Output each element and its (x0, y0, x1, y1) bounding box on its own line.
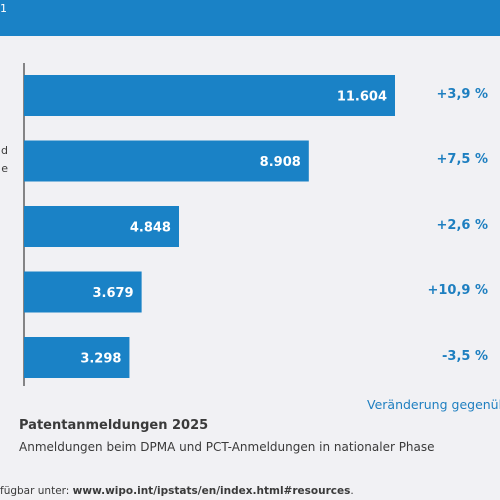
change-value-3: +2,6 % (437, 218, 488, 233)
change-value-2: +7,5 % (437, 152, 488, 167)
change-header: Veränderung gegenüber (367, 397, 500, 412)
bar-chart: 11.604 8.908 4.848 3.679 3.298 (0, 0, 500, 395)
source-prefix: fügbar unter: (0, 485, 73, 497)
bar-value-label-3: 4.848 (130, 221, 171, 236)
bar-value-label-5: 3.298 (80, 352, 121, 367)
source-suffix: . (350, 485, 353, 497)
chart-subtitle: Anmeldungen beim DPMA und PCT-Anmeldunge… (19, 440, 435, 454)
source-note: fügbar unter: www.wipo.int/ipstats/en/in… (0, 485, 354, 497)
bar-value-label-2: 8.908 (260, 155, 301, 170)
source-link[interactable]: www.wipo.int/ipstats/en/index.html#resou… (73, 485, 351, 497)
chart-title: Patentanmeldungen 2025 (19, 418, 208, 433)
change-value-5: -3,5 % (442, 349, 488, 364)
change-value-1: +3,9 % (437, 87, 488, 102)
bar-value-label-4: 3.679 (92, 286, 133, 301)
bars-group: 11.604 8.908 4.848 3.679 3.298 (24, 75, 395, 378)
change-value-4: +10,9 % (427, 283, 488, 298)
bar-value-label-1: 11.604 (337, 90, 387, 105)
